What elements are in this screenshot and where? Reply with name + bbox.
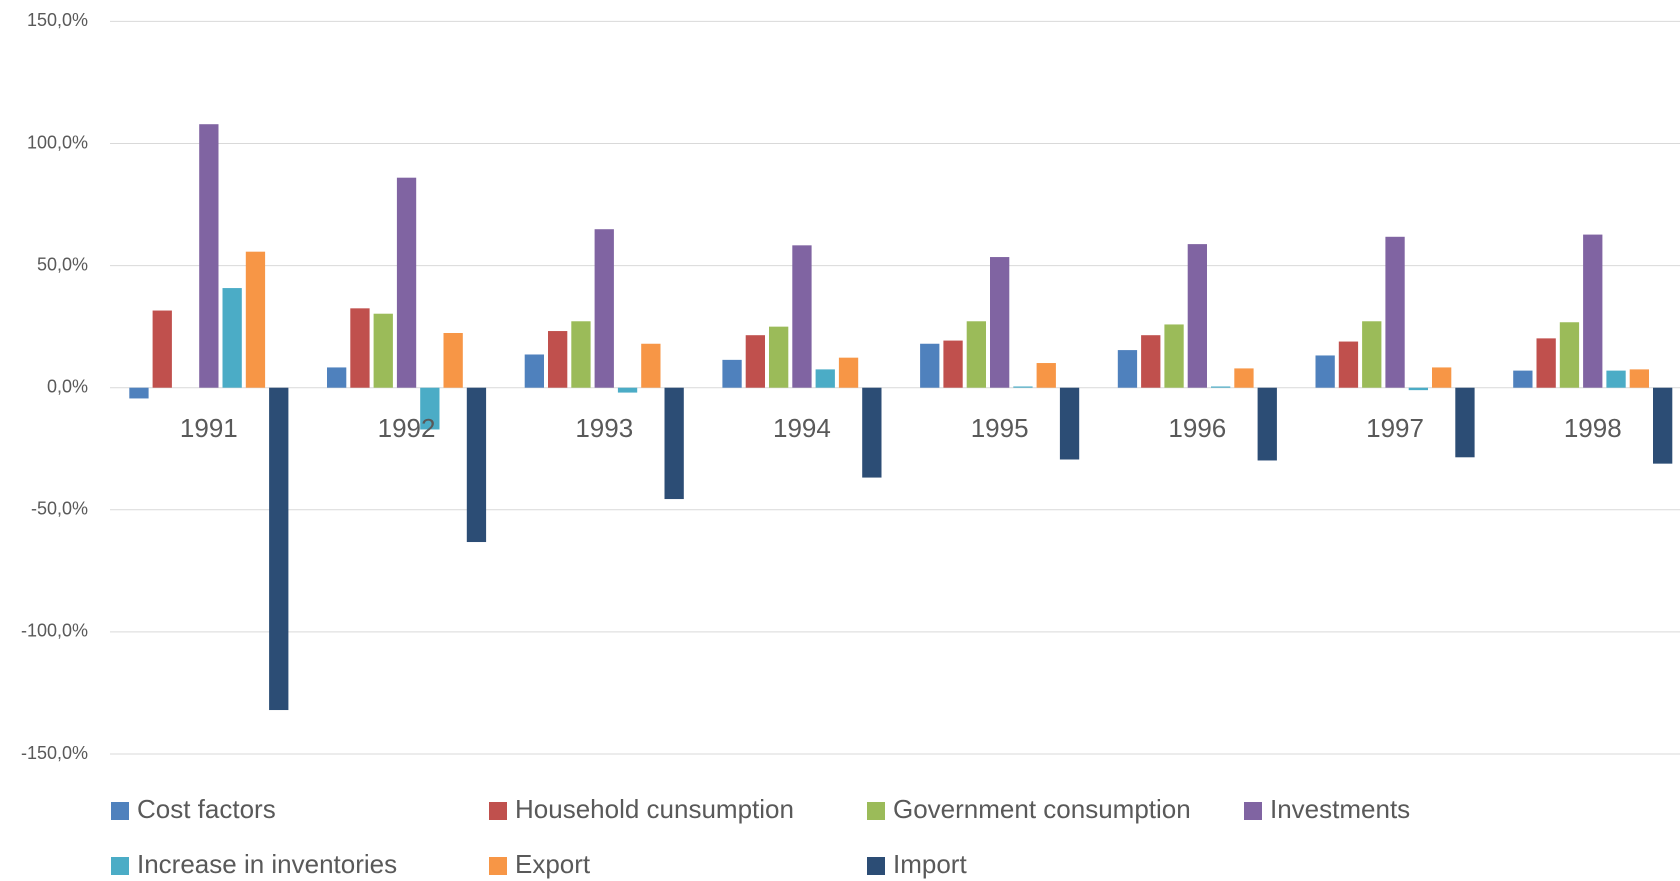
x-tick-label: 1996 xyxy=(1168,413,1226,443)
bar xyxy=(1117,350,1138,388)
legend-label: Export xyxy=(515,849,591,879)
legend-label: Increase in inventories xyxy=(137,849,397,879)
bar xyxy=(1141,335,1161,388)
legend-swatch xyxy=(1244,802,1262,820)
bar xyxy=(1013,386,1033,388)
y-tick-label: 0,0% xyxy=(47,376,88,396)
bar xyxy=(664,387,684,500)
bar xyxy=(466,387,487,543)
bar xyxy=(1059,387,1080,460)
bar xyxy=(1385,236,1405,388)
y-tick-label: 100,0% xyxy=(27,132,88,152)
bar xyxy=(745,335,765,388)
y-tick-label: -150,0% xyxy=(21,743,88,763)
bar xyxy=(1653,387,1673,464)
legend-label: Investments xyxy=(1270,794,1410,824)
bar xyxy=(1315,355,1335,388)
bar xyxy=(990,257,1010,388)
bar xyxy=(1606,370,1626,388)
y-tick-label: 150,0% xyxy=(27,10,88,30)
bar xyxy=(594,229,614,388)
x-tick-label: 1992 xyxy=(378,413,436,443)
bar xyxy=(222,288,242,388)
bar xyxy=(571,321,591,388)
y-tick-label: -100,0% xyxy=(21,621,88,641)
bar xyxy=(327,367,347,388)
bar xyxy=(443,332,463,388)
bar xyxy=(1257,387,1277,461)
bar xyxy=(1338,341,1359,388)
bar xyxy=(350,308,370,388)
legend-swatch xyxy=(867,802,885,820)
bar xyxy=(1234,368,1254,388)
x-tick-label: 1991 xyxy=(180,413,238,443)
bar xyxy=(1455,387,1475,458)
bar xyxy=(1432,367,1452,388)
bar xyxy=(966,321,986,388)
x-tick-label: 1994 xyxy=(773,413,831,443)
legend-swatch xyxy=(489,857,507,875)
legend-label: Government consumption xyxy=(893,794,1191,824)
bar xyxy=(838,357,859,388)
bar xyxy=(862,387,882,478)
bar xyxy=(792,245,812,388)
bar xyxy=(1559,322,1580,388)
bar xyxy=(815,369,835,388)
x-tick-label: 1993 xyxy=(575,413,633,443)
bar xyxy=(199,124,219,388)
bar xyxy=(722,359,742,388)
bar xyxy=(373,313,393,388)
legend-label: Cost factors xyxy=(137,794,276,824)
x-tick-label: 1998 xyxy=(1564,413,1622,443)
bar xyxy=(1187,244,1207,388)
x-tick-label: 1997 xyxy=(1366,413,1424,443)
legend-swatch xyxy=(489,802,507,820)
bar xyxy=(1536,338,1556,388)
legend-swatch xyxy=(111,802,129,820)
legend-swatch xyxy=(111,857,129,875)
bar xyxy=(769,326,789,388)
bar xyxy=(617,387,638,393)
bar xyxy=(548,331,568,388)
bar xyxy=(920,343,940,388)
bar xyxy=(152,310,172,388)
bar xyxy=(1629,369,1649,388)
bar xyxy=(1164,324,1184,388)
bar xyxy=(1408,387,1428,391)
bar xyxy=(943,340,963,388)
bar xyxy=(524,354,544,388)
y-tick-label: 50,0% xyxy=(37,254,88,274)
legend-label: Household cunsumption xyxy=(515,794,794,824)
bar xyxy=(641,343,661,388)
bar xyxy=(245,251,266,388)
bar xyxy=(396,177,417,388)
legend-label: Import xyxy=(893,849,967,879)
bar xyxy=(1513,370,1533,388)
bar xyxy=(269,387,289,711)
x-tick-label: 1995 xyxy=(971,413,1029,443)
bar xyxy=(129,387,149,399)
bar xyxy=(420,387,440,430)
y-tick-label: -50,0% xyxy=(31,499,88,519)
bar xyxy=(1211,386,1231,388)
bar xyxy=(1583,234,1603,388)
bar xyxy=(1362,321,1382,388)
bar xyxy=(1036,363,1056,388)
legend-swatch xyxy=(867,857,885,875)
